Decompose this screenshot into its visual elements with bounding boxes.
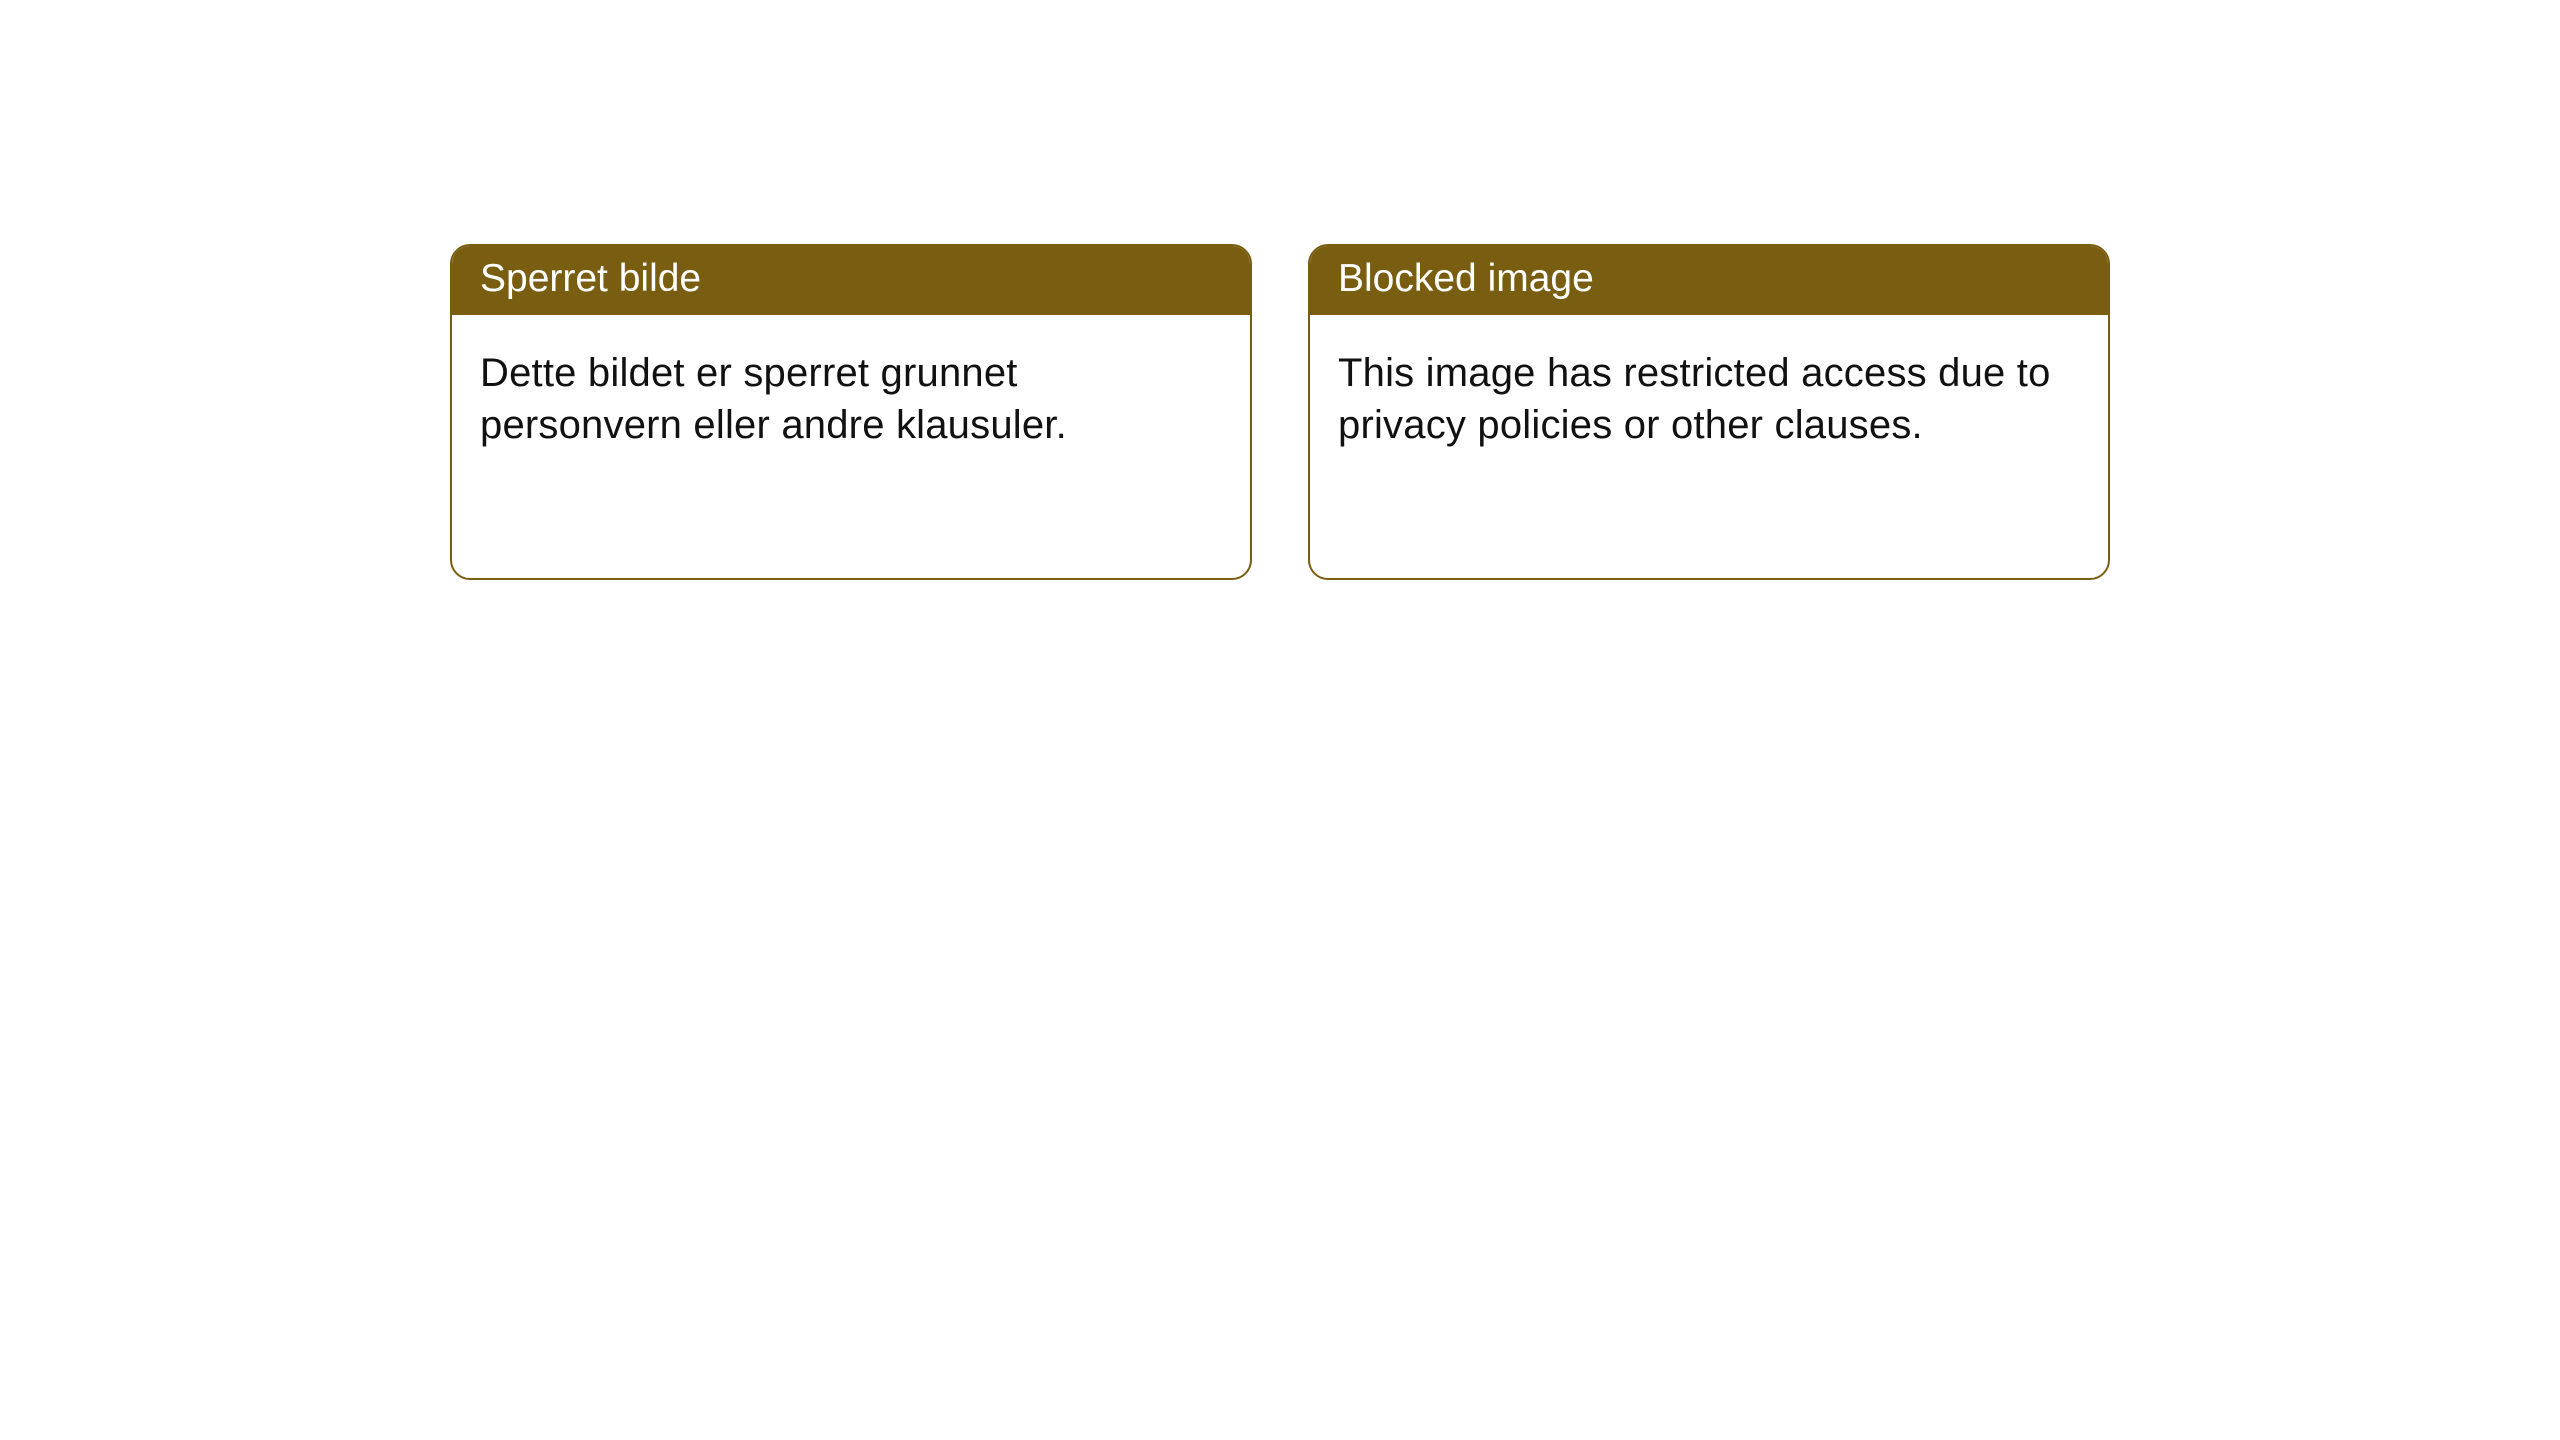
card-header-english: Blocked image [1310, 246, 2108, 315]
card-body-english: This image has restricted access due to … [1310, 315, 2108, 485]
card-body-norwegian: Dette bildet er sperret grunnet personve… [452, 315, 1250, 485]
card-header-norwegian: Sperret bilde [452, 246, 1250, 315]
notice-container: Sperret bilde Dette bildet er sperret gr… [0, 0, 2560, 580]
notice-card-norwegian: Sperret bilde Dette bildet er sperret gr… [450, 244, 1252, 580]
notice-card-english: Blocked image This image has restricted … [1308, 244, 2110, 580]
